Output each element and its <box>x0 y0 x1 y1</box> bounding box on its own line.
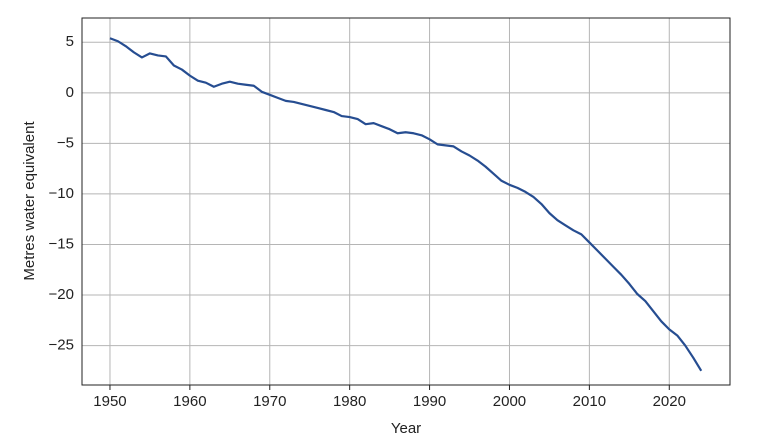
plot-frame <box>81 17 731 386</box>
x-tick-label: 1970 <box>253 393 286 410</box>
y-tick-label: 5 <box>66 33 74 50</box>
x-tick-label: 1990 <box>413 393 446 410</box>
x-tick-label: 1980 <box>333 393 366 410</box>
y-tick-label: −5 <box>57 134 74 151</box>
y-axis-label: Metres water equivalent <box>21 121 38 281</box>
x-tick-label: 2020 <box>653 393 686 410</box>
x-tick-label: 1960 <box>173 393 206 410</box>
data-line <box>109 37 703 372</box>
x-tick-label: 2010 <box>573 393 606 410</box>
x-axis-label: Year <box>391 420 421 437</box>
y-tick-label: −10 <box>49 185 74 202</box>
y-tick-label: −15 <box>49 235 74 252</box>
x-tick-label: 2000 <box>493 393 526 410</box>
x-tick-label: 1950 <box>93 393 126 410</box>
y-tick-label: −20 <box>49 286 74 303</box>
y-tick-label: 0 <box>66 84 74 101</box>
y-tick-label: −25 <box>49 337 74 354</box>
